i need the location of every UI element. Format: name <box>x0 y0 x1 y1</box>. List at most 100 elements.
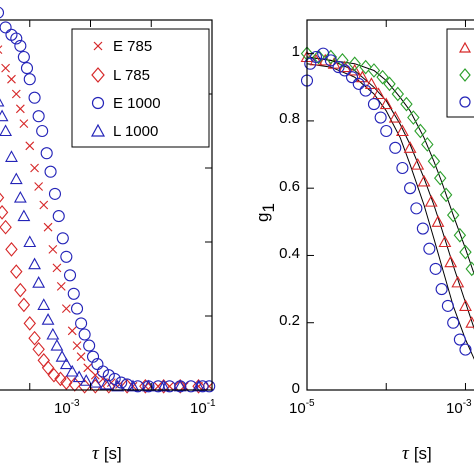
left-data-point <box>44 165 57 178</box>
right-data-point <box>372 87 385 100</box>
left-data-point <box>10 264 23 279</box>
right-fit-line <box>306 56 474 330</box>
left-data-point <box>1 63 10 73</box>
right-data-point <box>427 153 441 169</box>
left-data-point <box>17 209 31 222</box>
right-data-point <box>465 261 474 277</box>
left-data-point <box>174 378 187 394</box>
left-data-point <box>65 364 79 377</box>
left-data-point <box>0 192 5 203</box>
right-data-point <box>417 174 431 187</box>
left-series-l-785 <box>0 192 205 394</box>
left-data-point <box>30 163 39 173</box>
left-data-point <box>173 379 187 392</box>
left-data-point <box>157 379 171 392</box>
left-data-point <box>89 378 102 394</box>
left-data-point <box>83 339 96 352</box>
right-data-point <box>447 316 460 329</box>
right-y-tick-label-0: 0 <box>292 380 300 397</box>
right-data-point <box>465 316 474 328</box>
right-y-axis-label: g1 <box>253 203 278 222</box>
right-x-tick-label-1e-5: 10-5 <box>289 398 315 417</box>
right-data-point <box>446 207 460 223</box>
right-data-point <box>309 50 323 64</box>
left-data-point <box>56 232 69 245</box>
left-data-point <box>50 338 64 351</box>
right-data-point <box>439 187 453 203</box>
left-data-point <box>7 74 16 84</box>
right-plot-data <box>300 46 474 360</box>
left-data-point <box>68 377 81 392</box>
left-data-point <box>196 380 209 393</box>
right-x-axis-label: τ [s] <box>402 443 432 464</box>
left-data-point <box>111 379 125 392</box>
left-data-point <box>28 91 41 104</box>
right-data-point <box>376 69 389 85</box>
left-data-point <box>0 109 9 122</box>
left-data-point <box>5 150 18 162</box>
left-data-point <box>48 187 62 200</box>
left-data-point <box>19 119 29 128</box>
left-data-point <box>14 39 27 52</box>
left-data-point <box>60 375 73 390</box>
left-data-point <box>76 352 86 362</box>
right-legend-diamond-marker-icon <box>459 68 471 82</box>
right-data-point <box>416 222 429 235</box>
right-data-point <box>414 123 427 139</box>
left-plot-frame <box>0 19 213 391</box>
left-data-point <box>102 369 115 382</box>
right-data-point <box>379 97 393 110</box>
left-data-point <box>11 89 21 99</box>
left-data-point <box>48 245 58 254</box>
left-data-point <box>17 297 31 313</box>
left-data-point <box>39 200 49 210</box>
left-data-point <box>47 367 61 383</box>
right-data-point <box>395 124 409 137</box>
right-data-point <box>324 54 337 67</box>
left-data-point <box>157 378 170 394</box>
legend-diamond-marker-icon <box>91 67 105 83</box>
right-data-point <box>383 76 396 92</box>
left-data-point <box>0 219 12 235</box>
left-data-point <box>59 357 73 370</box>
left-data-point <box>41 313 55 325</box>
right-legend-circle-marker-icon <box>459 96 471 108</box>
left-data-point <box>15 104 25 114</box>
left-data-point <box>28 330 41 346</box>
left-data-point <box>43 222 53 232</box>
left-data-point <box>78 328 91 341</box>
left-data-point <box>72 341 82 350</box>
left-legend: E 785 L 785 E 1000 L 1000 <box>71 28 210 148</box>
right-data-point <box>324 49 338 65</box>
right-data-point <box>336 53 349 68</box>
left-data-point <box>75 317 88 330</box>
left-data-point <box>184 380 197 393</box>
left-data-point <box>32 276 46 288</box>
right-chart-panel: 1 0.8 0.6 0.4 0.2 0 10-5 10-3 τ [s] g1 <box>253 19 474 464</box>
right-data-point <box>403 141 417 153</box>
left-series-l-1000 <box>0 98 205 392</box>
left-data-point <box>14 282 27 298</box>
right-data-point <box>364 77 378 89</box>
left-data-point <box>25 141 35 151</box>
left-data-point <box>203 380 216 393</box>
left-data-point <box>9 172 23 185</box>
left-data-point <box>96 365 109 378</box>
right-data-point <box>453 227 467 243</box>
right-data-point <box>438 235 452 248</box>
left-data-point <box>0 205 9 220</box>
left-data-point <box>23 316 36 331</box>
left-data-point <box>60 250 73 263</box>
left-plot-data <box>0 6 216 394</box>
left-data-point <box>54 371 67 387</box>
right-data-point <box>459 299 472 311</box>
left-data-point <box>23 235 37 248</box>
right-data-point <box>389 141 402 154</box>
right-data-point <box>338 64 351 77</box>
right-fit-line <box>306 63 474 360</box>
right-data-point <box>433 170 447 186</box>
left-data-point <box>52 210 65 223</box>
right-data-point <box>355 70 369 83</box>
right-data-point <box>429 262 442 275</box>
